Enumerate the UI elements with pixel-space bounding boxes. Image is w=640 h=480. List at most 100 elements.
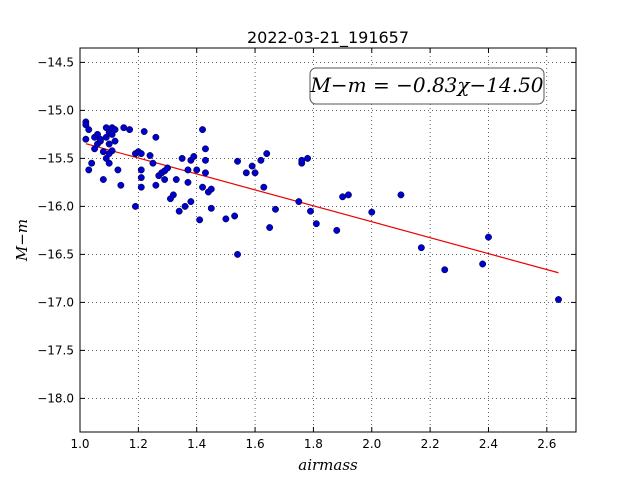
data-point [222,215,230,223]
data-point [111,137,119,145]
data-point [82,135,90,143]
data-point [131,202,139,210]
data-point [272,205,279,213]
data-point [96,135,104,143]
x-tick-label: 2.0 [362,437,381,451]
y-axis-label: M−m [13,219,31,262]
y-axis-ticks: −14.5 −15.0 −15.5 −16.0 −16.5 −17.0 −17.5 −18.0 [37,55,576,405]
data-point [169,191,177,199]
y-tick-label: −16.5 [37,247,74,261]
data-point [242,169,250,177]
data-point [105,140,113,148]
y-tick-label: −17.0 [37,295,74,309]
data-point [231,212,239,220]
data-point [190,153,198,160]
data-point [181,202,189,210]
data-point [202,156,209,164]
fit-line-group [85,143,559,274]
chart-title: 2022-03-21_191657 [247,28,409,48]
data-point [149,159,157,167]
data-point [397,191,405,199]
y-tick-label: −15.0 [37,103,74,117]
data-point [175,207,183,215]
data-point [99,148,107,156]
data-point [555,296,562,303]
data-point [85,166,93,174]
data-point [333,226,341,234]
x-tick-label: 1.2 [129,437,148,451]
x-tick-label: 1.6 [246,437,265,451]
x-tick-label: 2.2 [421,437,440,451]
data-point [202,169,209,177]
data-point [85,126,93,134]
data-point [178,154,186,162]
x-tick-label: 1.8 [304,437,323,451]
data-point [184,166,192,174]
grid [79,48,576,432]
data-point [126,126,134,134]
x-tick-label: 1.4 [187,437,206,451]
data-point [344,191,352,199]
data-point [295,198,303,206]
data-point [207,185,215,193]
data-point [99,176,107,183]
x-axis-label: airmass [298,456,358,474]
data-point [137,183,145,191]
data-point [260,183,268,191]
x-axis-ticks: 1.0 1.2 1.4 1.6 1.8 2.0 2.2 2.4 2.6 [70,48,556,451]
data-point [248,162,256,170]
y-tick-label: −16.0 [37,199,74,213]
data-point [137,166,145,174]
data-point [137,150,145,158]
data-point [187,198,195,206]
data-point [307,207,314,215]
data-point [172,176,180,183]
data-point [120,124,128,132]
data-point [184,178,192,186]
data-point [146,152,154,159]
data-point [196,216,204,224]
data-point [88,159,96,167]
data-point [199,183,206,191]
data-point [105,159,113,167]
x-tick-label: 2.4 [479,437,498,451]
data-point [207,204,215,212]
y-tick-label: −15.5 [37,151,74,165]
data-point [199,126,206,134]
fit-line [85,143,559,274]
data-point [111,126,119,134]
data-point [417,244,425,252]
data-point [312,220,320,228]
data-point [193,166,201,174]
plot-frame [79,47,577,433]
data-point [251,169,259,177]
data-point [298,156,306,164]
data-point [479,260,487,268]
data-point [234,250,242,258]
data-point [339,193,347,201]
x-tick-label: 2.6 [537,437,556,451]
data-point [161,176,169,183]
data-point [234,157,242,165]
x-tick-label: 1.0 [70,437,89,451]
y-tick-label: −17.5 [37,343,74,357]
data-point [108,147,116,155]
data-point [266,224,274,231]
data-point [441,266,449,274]
data-point [152,133,160,141]
data-point [152,181,160,189]
data-point [202,145,209,153]
data-point [117,181,125,189]
data-points [82,118,562,303]
data-point [164,164,171,172]
data-point [485,233,492,241]
data-point [140,128,148,135]
y-tick-label: −18.0 [37,391,74,405]
data-point [263,150,271,158]
y-tick-label: −14.5 [37,55,74,69]
data-point [368,208,376,216]
data-point [137,174,145,182]
data-point [257,156,265,164]
